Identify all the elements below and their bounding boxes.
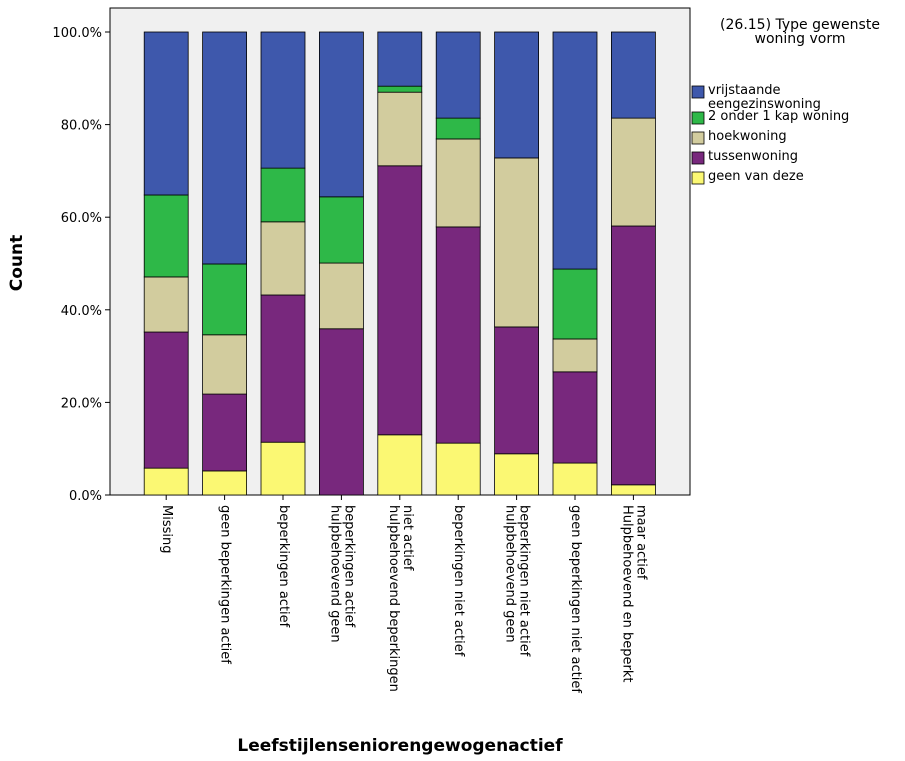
bar-segment [143,31,189,196]
y-tick-label: 40.0% [61,304,102,319]
bar-segment [143,331,189,469]
bar-segment [377,434,423,496]
y-axis-title: Count [7,235,27,292]
bar-segment [377,85,423,93]
legend-label: vrijstaande eengezinswoning [708,83,821,112]
legend-title: (26.15) Type gewenste woning vorm [720,17,880,47]
bar-segment [435,138,481,228]
legend-label: geen van deze [708,169,804,184]
bar-segment [143,467,189,496]
bar-segment [552,31,598,270]
x-tick-label: hulpbehoevend geen beperkingen actief [327,505,357,643]
bar-segment [260,221,306,296]
bar-segment [260,167,306,223]
bar-segment [260,31,306,169]
bar-segment [435,226,481,444]
bar-segment [202,263,248,336]
bar-segment [611,31,656,119]
bar-segment [494,157,540,328]
bar-segment [435,31,481,119]
x-tick-label: hulpbehoevend geen beperkingen niet acti… [502,505,532,657]
legend-swatch [691,171,705,185]
bar-segment [494,31,540,159]
bar-segment [318,196,364,264]
bar-segment [377,31,423,87]
bar-segment [494,326,540,455]
bar-segment [143,194,189,278]
bar-segment [202,470,248,496]
bar-segment [318,262,364,330]
x-tick-label: hulpbehoevend beperkingen niet actief [385,505,415,692]
bar-segment [611,117,656,227]
legend-label: hoekwoning [708,129,787,144]
x-tick-label: beperkingen niet actief [451,505,467,657]
legend-swatch [691,131,705,145]
bar-segment [318,31,364,198]
bar-segment [260,294,306,443]
bar-segment [435,442,481,496]
x-tick-label: beperkingen actief [276,505,291,628]
bar-segment [318,328,364,496]
bar-segment [611,484,656,496]
y-tick-label: 100.0% [52,26,102,41]
x-tick-label: Missing [159,505,175,554]
bar-segment [611,225,656,486]
legend-swatch [691,151,705,165]
y-tick-label: 0.0% [69,489,102,504]
x-axis-title: Leefstijlenseniorengewogenactief [237,736,563,756]
y-tick-label: 80.0% [61,119,102,134]
y-tick-label: 60.0% [61,211,102,226]
bar-segment [377,165,423,436]
bar-segment [552,371,598,464]
bar-segment [377,91,423,167]
bar-segment [552,462,598,496]
bar-segment [552,338,598,373]
legend-label: 2 onder 1 kap woning [708,109,850,124]
bar-segment [260,441,306,496]
y-tick-label: 20.0% [61,396,102,411]
bar-segment [202,334,248,395]
bar-segment [494,453,540,496]
legend-label: tussenwoning [708,149,799,164]
bar-segment [552,268,598,340]
x-tick-label: geen beperkingen actief [217,505,233,664]
bar-segment [202,393,248,472]
bar-segment [435,117,481,140]
legend-swatch [691,85,705,99]
legend-swatch [691,111,705,125]
x-tick-label: Hulpbehoevend en beperkt maar actief [619,505,649,683]
bar-segment [202,31,248,265]
x-tick-label: geen beperkingen niet actief [568,505,583,693]
bar-segment [143,276,189,333]
